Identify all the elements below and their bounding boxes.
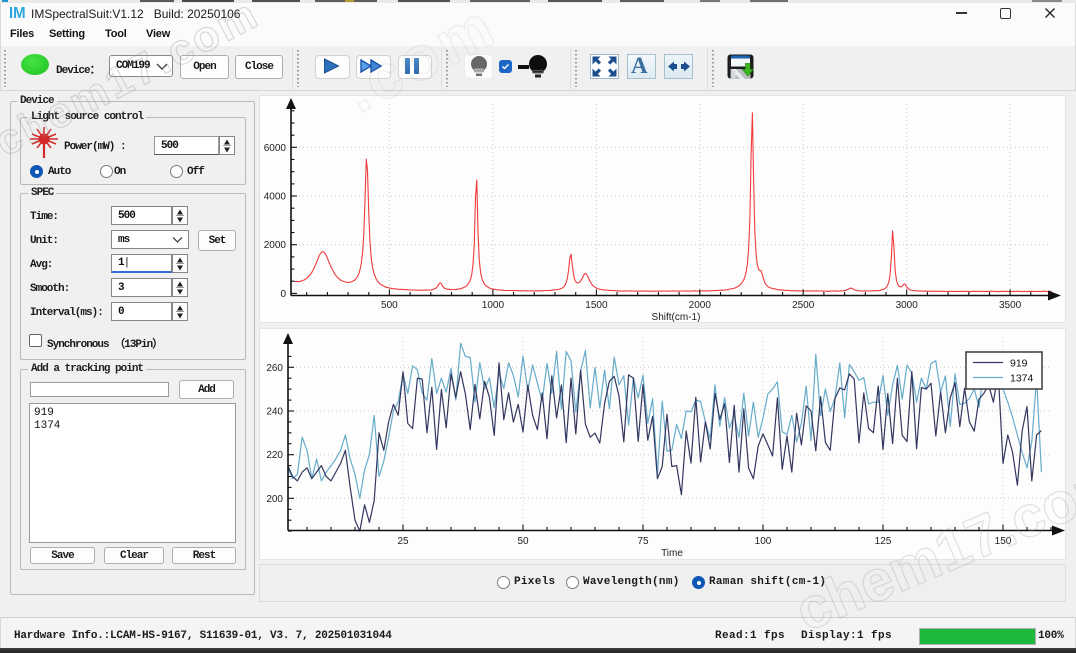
svg-text:200: 200 (266, 494, 283, 505)
svg-text:2000: 2000 (264, 240, 287, 251)
svg-text:25: 25 (397, 536, 409, 547)
svg-text:3000: 3000 (896, 300, 919, 311)
svg-text:500: 500 (381, 300, 398, 311)
svg-text:1000: 1000 (482, 300, 505, 311)
svg-text:240: 240 (266, 407, 283, 418)
svg-text:50: 50 (517, 536, 529, 547)
svg-text:Time: Time (661, 548, 683, 559)
svg-text:125: 125 (875, 536, 892, 547)
svg-text:0: 0 (280, 289, 286, 300)
svg-text:4000: 4000 (264, 192, 287, 203)
svg-text:2000: 2000 (689, 300, 712, 311)
svg-text:Shift(cm-1): Shift(cm-1) (652, 312, 701, 322)
svg-text:260: 260 (266, 363, 283, 374)
svg-text:75: 75 (637, 536, 649, 547)
svg-text:6000: 6000 (264, 143, 287, 154)
svg-text:100: 100 (755, 536, 772, 547)
svg-text:220: 220 (266, 450, 283, 461)
svg-text:1500: 1500 (585, 300, 608, 311)
svg-text:919: 919 (1010, 358, 1028, 370)
svg-text:2500: 2500 (792, 300, 815, 311)
svg-text:1374: 1374 (1010, 373, 1034, 385)
svg-text:3500: 3500 (999, 300, 1022, 311)
svg-text:150: 150 (995, 536, 1012, 547)
